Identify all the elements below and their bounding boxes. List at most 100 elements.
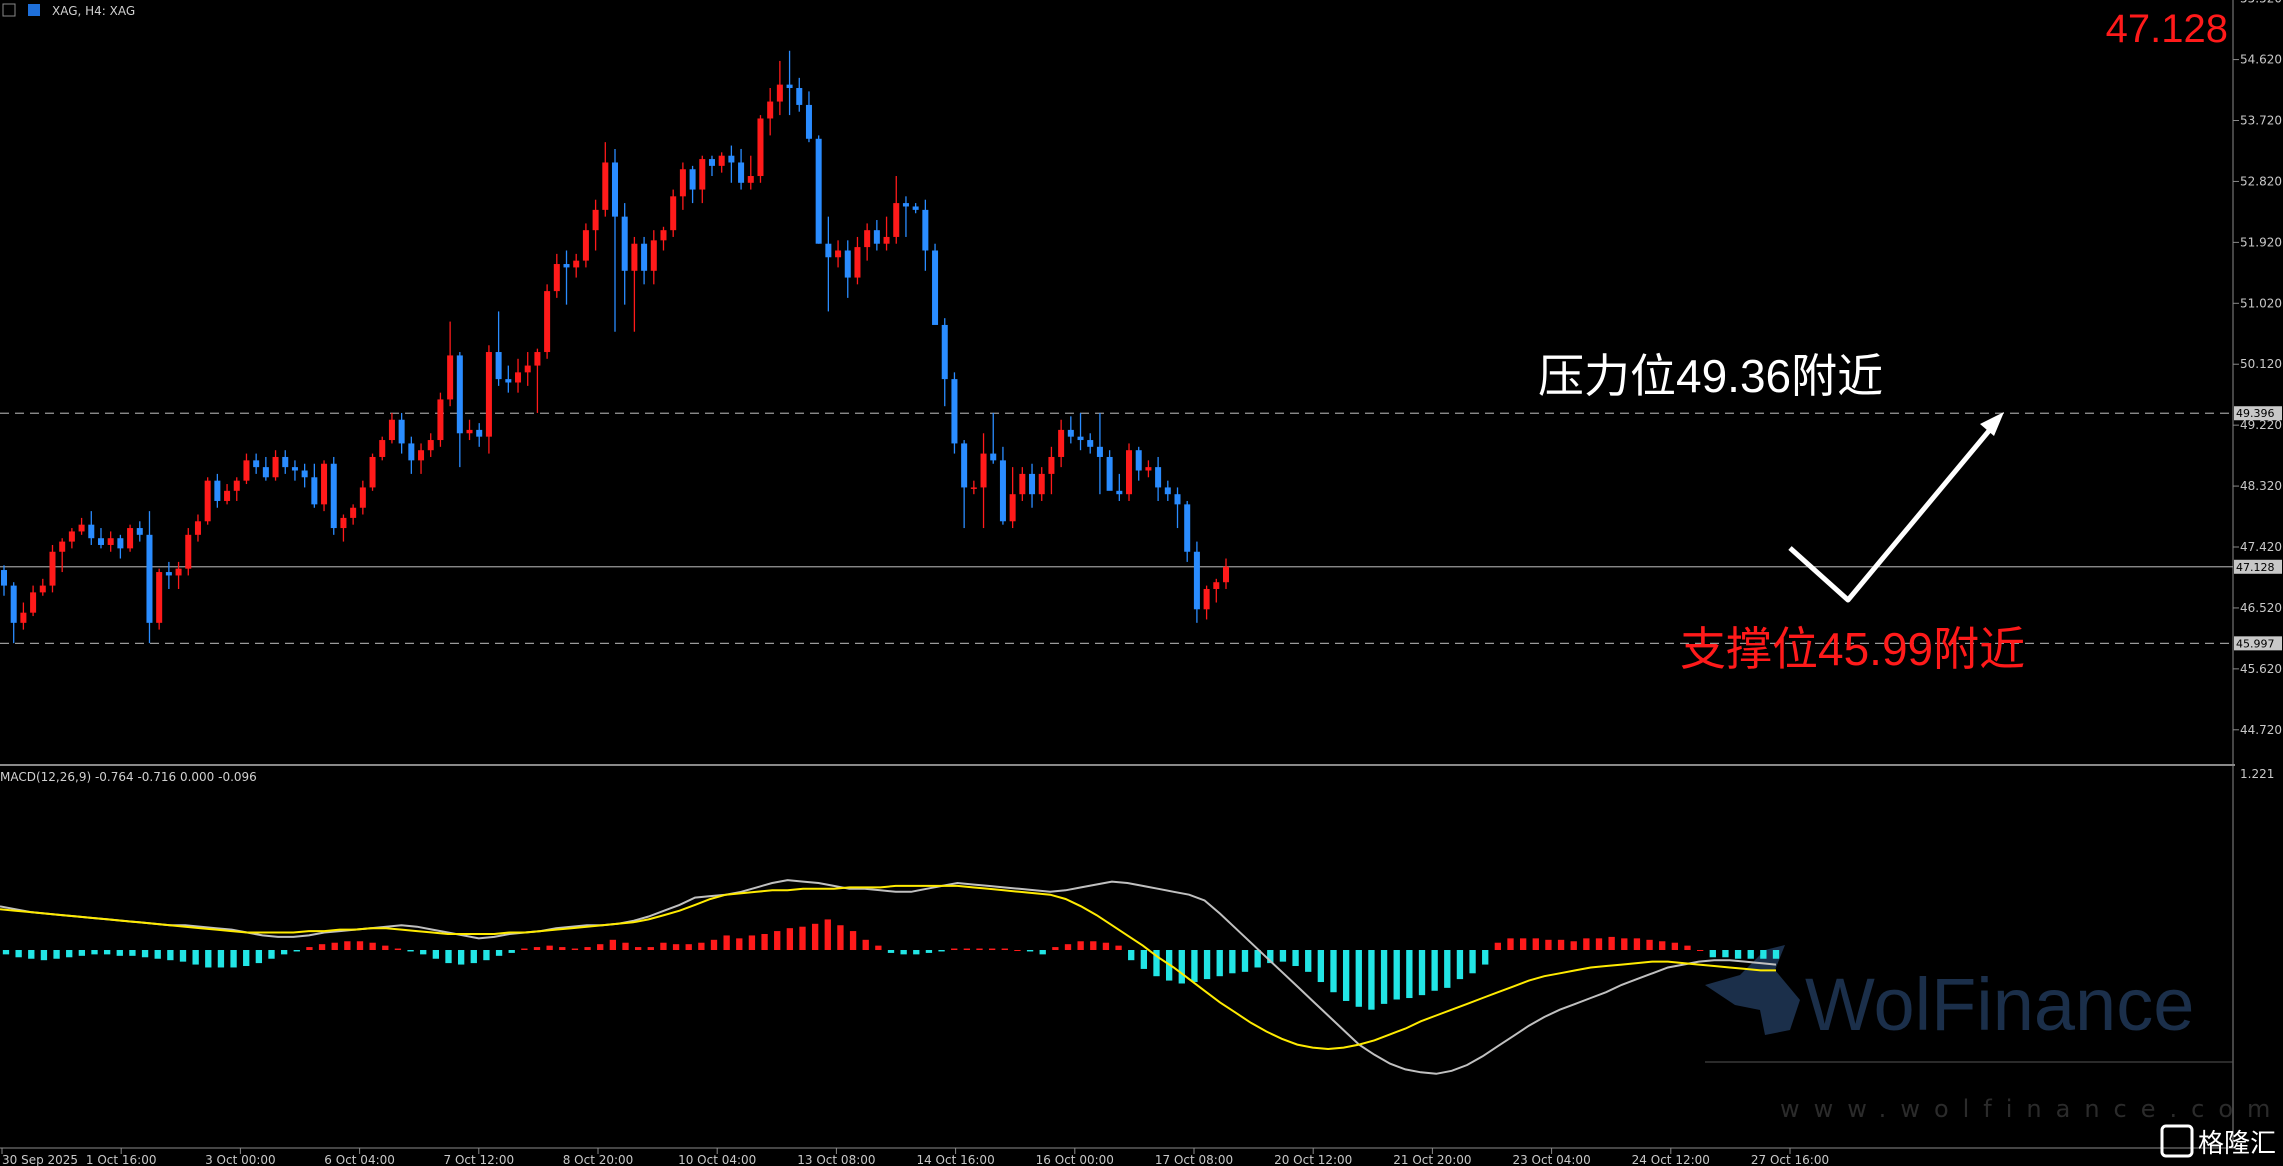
macd-histogram-bar <box>53 950 60 959</box>
candle <box>1087 433 1094 454</box>
candle-body <box>1048 456 1055 474</box>
candle <box>1203 585 1210 620</box>
candle <box>146 511 153 644</box>
candle-body <box>922 209 929 251</box>
candle <box>951 372 958 454</box>
time-tick-label: 7 Oct 12:00 <box>444 1153 515 1166</box>
macd-histogram-bar <box>849 931 857 950</box>
candle-body <box>582 230 589 261</box>
candle <box>1184 500 1191 562</box>
macd-histogram-bar <box>382 945 389 950</box>
macd-histogram-bar <box>723 935 730 950</box>
forecast-arrow <box>1788 412 2004 603</box>
macd-histogram-bar <box>78 950 86 956</box>
candle-body <box>660 230 667 241</box>
support-annotation: 支撑位45.99附近 <box>1680 623 2025 675</box>
candle-body <box>854 247 861 278</box>
candle-body <box>592 209 599 231</box>
macd-histogram-bar <box>1178 950 1185 984</box>
candle-body <box>330 463 337 529</box>
candle <box>825 216 832 312</box>
candle <box>670 189 677 237</box>
watermark: WolFinance www.wolfinance.com <box>1705 945 2270 1123</box>
chart-type-icon[interactable] <box>28 4 40 16</box>
macd-histogram-bar <box>1077 941 1084 950</box>
candle <box>941 318 948 407</box>
macd-histogram-bar <box>318 944 326 950</box>
macd-histogram-bar <box>1241 950 1249 972</box>
macd-histogram-bar <box>103 950 111 955</box>
candle-body <box>1077 436 1084 441</box>
macd-histogram-bar <box>432 950 440 959</box>
candle-body <box>941 324 948 380</box>
macd-histogram-bar <box>533 947 541 950</box>
candle <box>873 220 880 251</box>
candle-body <box>786 84 793 89</box>
candle <box>30 585 37 617</box>
price-tick-label: 51.020 <box>2240 296 2282 310</box>
candle-body <box>253 460 260 468</box>
macd-line <box>0 879 1777 1075</box>
macd-histogram-bar <box>597 944 604 950</box>
wolf-logo-icon <box>1705 945 1800 1035</box>
candle <box>747 155 754 190</box>
candle <box>582 223 589 268</box>
macd-histogram-bar <box>900 950 907 955</box>
candle <box>476 423 483 447</box>
candle-body <box>20 612 27 623</box>
macd-histogram-bar <box>1267 950 1274 964</box>
macd-histogram-bar <box>672 944 680 950</box>
current-price-display: 47.128 <box>2106 7 2228 51</box>
macd-histogram-bar <box>736 938 743 950</box>
candle-body <box>951 379 958 444</box>
candle-body <box>146 534 153 623</box>
candle <box>165 561 172 589</box>
macd-histogram-bar <box>483 950 490 961</box>
window-menu-icon[interactable] <box>2 3 16 17</box>
candle <box>282 450 289 474</box>
candle <box>359 480 366 515</box>
candle <box>679 162 686 210</box>
candle <box>466 419 473 441</box>
candle-body <box>883 236 890 244</box>
macd-histogram-bar <box>559 947 566 950</box>
macd-histogram-bar <box>1292 950 1299 967</box>
candle-body <box>301 470 308 478</box>
candle-body <box>602 162 609 210</box>
candle <box>728 145 735 183</box>
candle <box>59 538 66 573</box>
signal-line <box>0 884 1776 1051</box>
candle <box>1067 416 1074 444</box>
candle-body <box>495 352 502 380</box>
macd-indicator-label: MACD(12,26,9) -0.764 -0.716 0.000 -0.096 <box>0 770 257 784</box>
candle <box>243 453 250 485</box>
candle-body <box>127 528 134 549</box>
candle-body <box>825 243 832 258</box>
candle <box>10 582 17 644</box>
candle <box>1077 412 1084 451</box>
candle-body <box>873 230 880 244</box>
brand-g-icon <box>2160 1124 2194 1158</box>
candle-body <box>767 101 774 119</box>
candle <box>563 250 570 305</box>
candle <box>398 412 405 454</box>
candle <box>291 460 298 481</box>
candle-body <box>243 460 250 481</box>
macd-histogram-bar <box>1355 950 1362 1007</box>
candle <box>893 176 900 244</box>
macd-histogram-bar <box>622 942 629 950</box>
macd-histogram-bar <box>1216 950 1223 977</box>
macd-histogram-bar <box>1140 950 1148 969</box>
macd-histogram-bar <box>306 947 313 950</box>
macd-histogram-bar <box>976 948 983 950</box>
macd-histogram-bar <box>1229 950 1236 974</box>
macd-tick-label: 1.221 <box>2240 767 2274 781</box>
candle-body <box>485 352 492 437</box>
candle-body <box>39 585 46 593</box>
candle-body <box>165 572 172 576</box>
time-tick-label: 30 Sep 2025 <box>2 1153 78 1166</box>
macd-histogram-bar <box>1646 939 1653 950</box>
candle <box>117 534 124 559</box>
macd-histogram-bar <box>28 950 35 959</box>
